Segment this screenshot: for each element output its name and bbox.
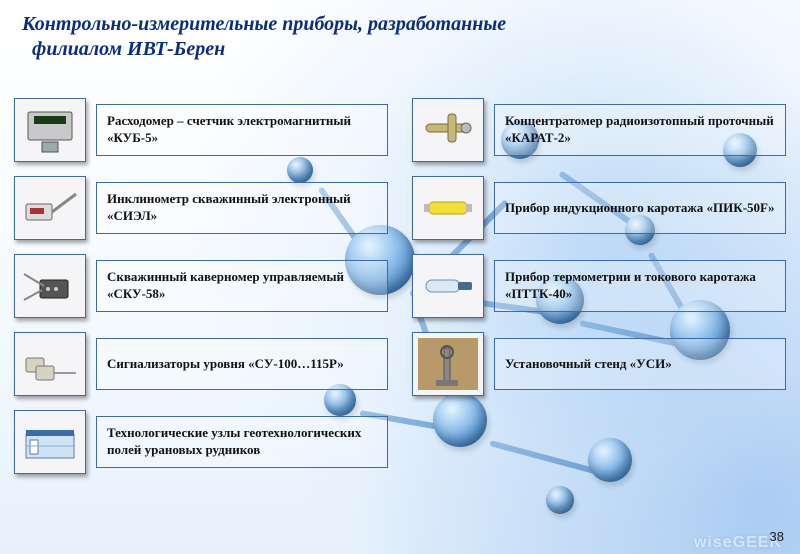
- device-thumb: [14, 98, 86, 162]
- device-thumb: [412, 176, 484, 240]
- device-thumb: [412, 254, 484, 318]
- title-line-2: филиалом ИВТ-Берен: [32, 38, 225, 60]
- device-label: Технологические узлы геотехнологических …: [96, 416, 388, 468]
- device-item: Инклинометр скважинный электронный «СИЭЛ…: [14, 176, 388, 240]
- device-thumb: [14, 410, 86, 474]
- device-label: Прибор индукционного каротажа «ПИК-50F»: [494, 182, 786, 234]
- device-thumb: [14, 332, 86, 396]
- device-thumb: [412, 98, 484, 162]
- device-item: Расходомер – счетчик электромагнитный «К…: [14, 98, 388, 162]
- device-item: Технологические узлы геотехнологических …: [14, 410, 388, 474]
- device-label: Прибор термометрии и токового каротажа «…: [494, 260, 786, 312]
- device-thumb: [14, 254, 86, 318]
- device-item: Прибор индукционного каротажа «ПИК-50F»: [412, 176, 786, 240]
- device-item: Сигнализаторы уровня «СУ-100…115Р»: [14, 332, 388, 396]
- device-item: Установочный стенд «УСИ»: [412, 332, 786, 396]
- title-line-1: Контрольно-измерительные приборы, разраб…: [22, 13, 506, 35]
- device-label: Установочный стенд «УСИ»: [494, 338, 786, 390]
- page-number: 38: [770, 529, 784, 544]
- device-label: Расходомер – счетчик электромагнитный «К…: [96, 104, 388, 156]
- device-item: Скважинный каверномер управляемый «СКУ-5…: [14, 254, 388, 318]
- device-item: Концентратомер радиоизотопный проточный …: [412, 98, 786, 162]
- page-title: Контрольно-измерительные приборы, разраб…: [22, 12, 780, 62]
- device-thumb: [14, 176, 86, 240]
- device-label: Скважинный каверномер управляемый «СКУ-5…: [96, 260, 388, 312]
- device-label: Сигнализаторы уровня «СУ-100…115Р»: [96, 338, 388, 390]
- content-grid: Расходомер – счетчик электромагнитный «К…: [14, 98, 786, 474]
- device-item: Прибор термометрии и токового каротажа «…: [412, 254, 786, 318]
- left-column: Расходомер – счетчик электромагнитный «К…: [14, 98, 388, 474]
- device-label: Инклинометр скважинный электронный «СИЭЛ…: [96, 182, 388, 234]
- right-column: Концентратомер радиоизотопный проточный …: [412, 98, 786, 474]
- device-label: Концентратомер радиоизотопный проточный …: [494, 104, 786, 156]
- device-thumb: [412, 332, 484, 396]
